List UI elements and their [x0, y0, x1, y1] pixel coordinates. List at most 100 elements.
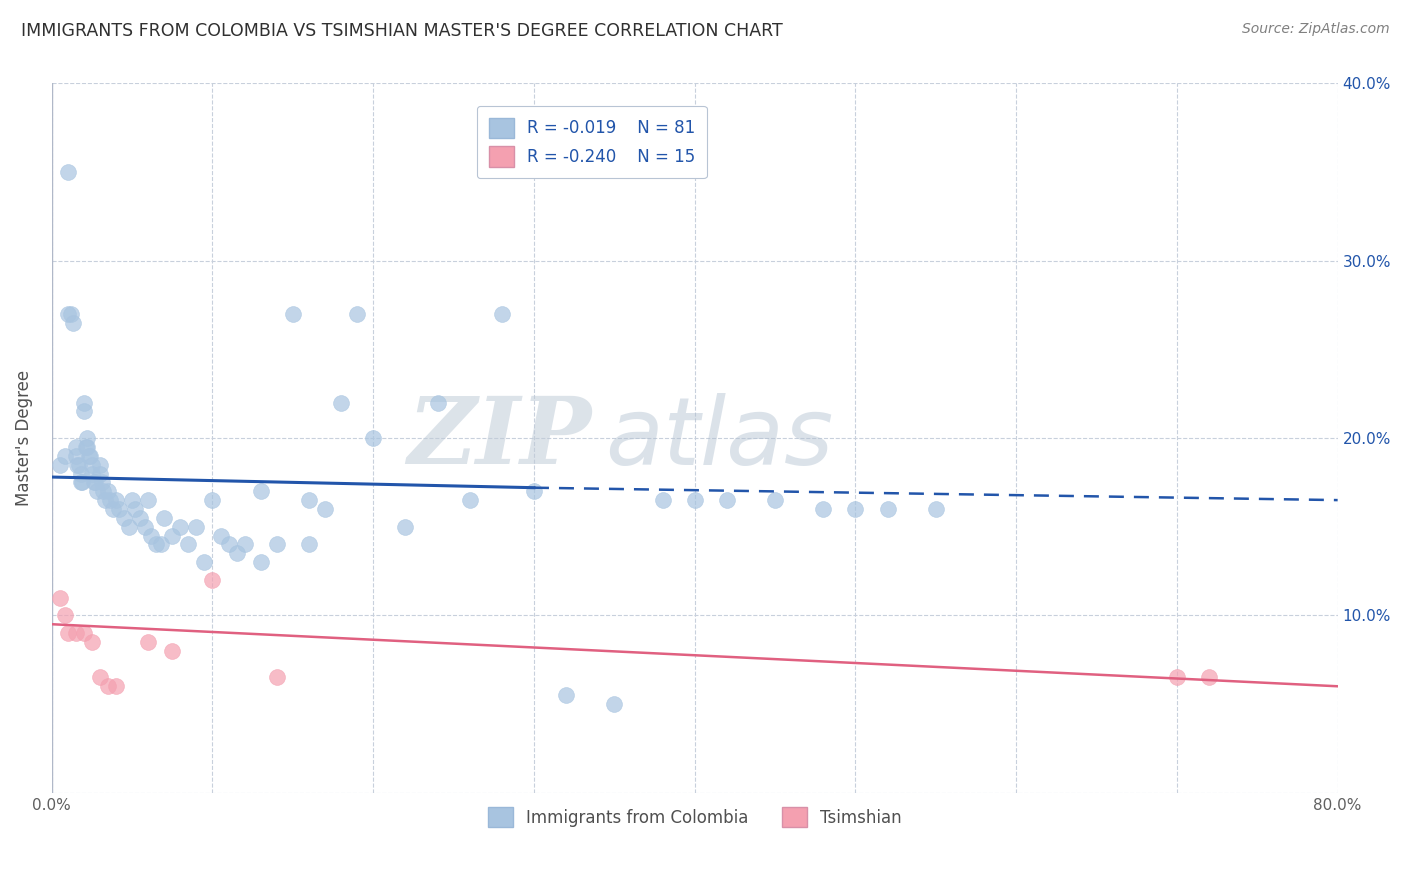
Point — [491, 307, 513, 321]
Point — [925, 502, 948, 516]
Point — [90, 475, 112, 490]
Point — [49, 458, 72, 472]
Point — [298, 493, 321, 508]
Point — [97, 484, 120, 499]
Point — [249, 555, 271, 569]
Point — [56, 626, 79, 640]
Point — [136, 635, 159, 649]
Point — [134, 519, 156, 533]
Point — [60, 307, 83, 321]
Point — [89, 467, 111, 481]
Point — [1166, 670, 1188, 684]
Point — [53, 449, 76, 463]
Point — [209, 528, 232, 542]
Point — [53, 608, 76, 623]
Point — [86, 484, 108, 499]
Point — [876, 502, 898, 516]
Point — [136, 493, 159, 508]
Point — [62, 316, 84, 330]
Point — [73, 395, 96, 409]
Point — [266, 670, 288, 684]
Point — [80, 467, 103, 481]
Point — [201, 493, 224, 508]
Point — [314, 502, 336, 516]
Point — [162, 528, 184, 542]
Point — [65, 440, 87, 454]
Point — [716, 493, 738, 508]
Point — [218, 537, 240, 551]
Point — [101, 502, 124, 516]
Point — [56, 165, 79, 179]
Point — [141, 528, 163, 542]
Point — [426, 395, 449, 409]
Point — [281, 307, 304, 321]
Point — [79, 449, 101, 463]
Point — [67, 458, 90, 472]
Point — [346, 307, 368, 321]
Point — [73, 404, 96, 418]
Point — [129, 511, 152, 525]
Point — [145, 537, 167, 551]
Point — [69, 467, 91, 481]
Point — [169, 519, 191, 533]
Point — [84, 475, 107, 490]
Point — [80, 458, 103, 472]
Point — [89, 670, 111, 684]
Point — [73, 626, 96, 640]
Y-axis label: Master's Degree: Master's Degree — [15, 370, 32, 506]
Point — [112, 511, 135, 525]
Point — [89, 458, 111, 472]
Point — [763, 493, 786, 508]
Point — [91, 484, 114, 499]
Point — [201, 573, 224, 587]
Point — [813, 502, 835, 516]
Point — [76, 431, 98, 445]
Point — [394, 519, 416, 533]
Point — [330, 395, 353, 409]
Point — [266, 537, 288, 551]
Point — [121, 493, 143, 508]
Point — [844, 502, 866, 516]
Legend: Immigrants from Colombia, Tsimshian: Immigrants from Colombia, Tsimshian — [481, 800, 908, 834]
Point — [186, 519, 208, 533]
Point — [150, 537, 173, 551]
Point — [72, 475, 94, 490]
Text: Source: ZipAtlas.com: Source: ZipAtlas.com — [1241, 22, 1389, 37]
Point — [225, 546, 247, 560]
Point — [651, 493, 673, 508]
Point — [193, 555, 215, 569]
Point — [603, 697, 626, 711]
Point — [69, 475, 91, 490]
Point — [1198, 670, 1220, 684]
Point — [98, 493, 121, 508]
Text: atlas: atlas — [605, 392, 832, 483]
Point — [458, 493, 481, 508]
Point — [124, 502, 146, 516]
Point — [683, 493, 706, 508]
Point — [76, 440, 98, 454]
Point — [56, 307, 79, 321]
Point — [233, 537, 256, 551]
Point — [177, 537, 200, 551]
Point — [105, 493, 128, 508]
Point — [49, 591, 72, 605]
Point — [97, 679, 120, 693]
Point — [94, 493, 117, 508]
Point — [83, 475, 105, 490]
Text: IMMIGRANTS FROM COLOMBIA VS TSIMSHIAN MASTER'S DEGREE CORRELATION CHART: IMMIGRANTS FROM COLOMBIA VS TSIMSHIAN MA… — [21, 22, 783, 40]
Point — [65, 449, 87, 463]
Point — [361, 431, 384, 445]
Text: ZIP: ZIP — [408, 393, 592, 483]
Point — [66, 458, 89, 472]
Point — [118, 519, 141, 533]
Point — [77, 449, 100, 463]
Point — [80, 635, 103, 649]
Point — [523, 484, 546, 499]
Point — [298, 537, 321, 551]
Point — [162, 644, 184, 658]
Point — [249, 484, 271, 499]
Point — [153, 511, 176, 525]
Point — [75, 440, 97, 454]
Point — [105, 679, 128, 693]
Point — [65, 626, 87, 640]
